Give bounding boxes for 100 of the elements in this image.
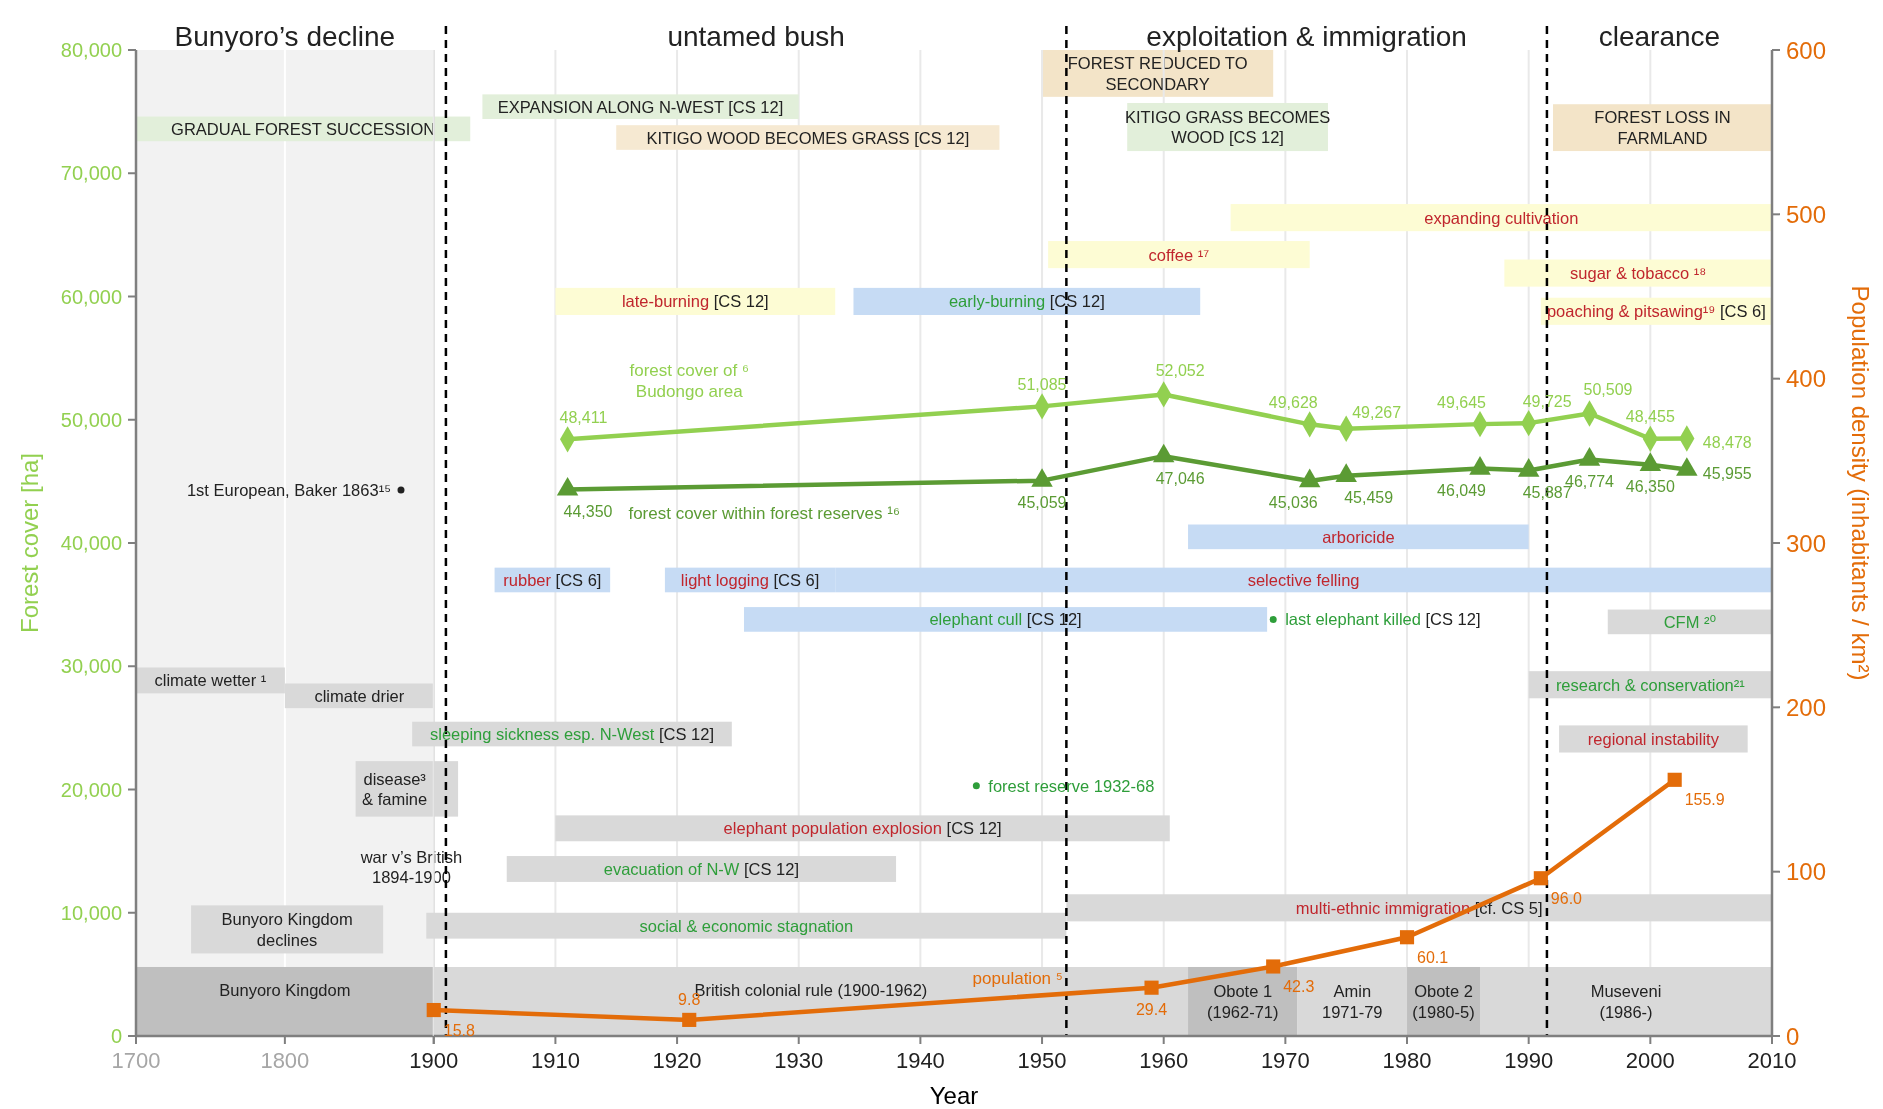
data-label: 46,049 [1437,481,1487,499]
point [1469,456,1491,475]
annotation: elephant population explosion [CS 12] [723,819,1002,838]
annotation: late-burning [CS 12] [621,292,769,311]
y2-tick-label: 400 [1786,365,1827,393]
data-label: 49,645 [1437,393,1487,411]
y2-tick-label: 600 [1786,36,1827,64]
point [1639,452,1662,471]
y-tick-label: 20,000 [60,778,122,801]
point [426,1002,441,1018]
annotation: light logging [CS 6] [680,570,820,589]
data-label: 29.4 [1135,1001,1168,1019]
annotation: forest reserve 1932-68 [988,776,1155,795]
y-tick-label: 80,000 [60,39,122,61]
annotation: regional instability [1587,729,1720,748]
data-label: 45,059 [1017,494,1067,512]
y2-tick-label: 0 [1786,1022,1800,1050]
annotation: exploitation & immigration [1146,20,1467,52]
point [1578,447,1601,466]
annotation: climate wetter ¹ [154,671,267,690]
point [1144,980,1159,995]
band-label: Bunyoro Kingdom declines [221,910,353,949]
data-label: 48,478 [1702,434,1752,452]
point [1152,443,1175,463]
annotation: war v’s British 1894-1900 [359,847,463,887]
x-tick-label: 1800 [260,1048,310,1073]
annotation: social & economic stagnation [639,916,854,935]
data-label: 155.9 [1684,791,1725,809]
annotation: Bunyoro’s decline [174,20,396,52]
annotation: GRADUAL FOREST SUCCESSION [171,119,436,138]
data-label: 44,350 [563,502,613,520]
data-label: 49,267 [1352,404,1402,422]
annotation: CFM ²⁰ [1663,612,1717,631]
band-label: FOREST LOSS IN FARMLAND [1594,108,1731,147]
x-tick-label: 1980 [1382,1048,1432,1073]
data-label: 48,411 [559,408,608,426]
band-label: Obote 1 (1962-71) [1207,982,1279,1021]
y2-tick-label: 200 [1786,693,1827,721]
annotation: sugar & tobacco ¹⁸ [1570,264,1707,283]
annotation: arboricide [1322,527,1395,546]
data-label: 45,955 [1702,465,1752,483]
y-tick-label: 30,000 [60,655,122,678]
data-label: 46,350 [1625,478,1675,496]
point [1676,457,1698,476]
annotation: selective felling [1247,570,1360,589]
point [1533,871,1548,886]
y-tick-label: 0 [110,1025,122,1047]
point [682,1012,697,1027]
series-label: forest cover within forest reserves ¹⁶ [628,503,900,523]
y2-tick-label: 100 [1786,858,1827,886]
x-tick-label: 1700 [111,1048,161,1073]
annotation: clearance [1598,20,1721,52]
data-label: 49,725 [1522,392,1572,410]
annotation: evacuation of N-W [CS 12] [603,860,800,878]
point [1399,930,1415,945]
y-tick-label: 50,000 [60,408,122,431]
x-tick-label: 1940 [895,1048,945,1073]
x-tick-label: 1920 [652,1048,702,1073]
y2-tick-label: 500 [1786,200,1827,228]
x-tick-label: 1970 [1260,1048,1310,1073]
annotation: elephant cull [CS 12] [929,610,1082,629]
annotation: expanding cultivation [1424,208,1579,227]
data-label: 48,455 [1625,408,1675,426]
point [1667,772,1682,787]
data-label: 45,036 [1268,494,1318,512]
point [1298,468,1321,488]
annotation: 1st European, Baker 1863¹⁵ [186,481,391,499]
series-label: forest cover of ⁶ Budongo area [629,360,749,401]
annotation: KITIGO WOOD BECOMES GRASS [CS 12] [646,128,970,147]
x-tick-label: 1960 [1139,1048,1189,1073]
data-label: 51,085 [1017,375,1067,393]
annotation: early-burning [CS 12] [948,292,1105,311]
x-tick-label: 2000 [1625,1048,1675,1073]
annotation: climate drier [314,686,405,705]
y-tick-label: 70,000 [60,162,122,185]
point [1335,463,1357,482]
point [1031,468,1053,487]
x-tick-label: 1930 [774,1048,824,1073]
data-label: 49,628 [1268,393,1318,411]
band-label: Obote 2 (1980-5) [1412,982,1475,1021]
band-label: disease³ & famine [362,769,428,809]
y-tick-label: 10,000 [60,901,122,924]
band-label: Bunyoro Kingdom [219,981,351,1000]
x-tick-label: 1910 [530,1048,580,1073]
band-label: KITIGO GRASS BECOMES WOOD [CS 12] [1124,107,1331,147]
annotation: rubber [CS 6] [503,570,602,589]
band-label: Amin 1971-79 [1322,982,1383,1021]
y-tick-label: 60,000 [60,285,122,308]
point [1517,458,1540,477]
data-label: 96.0 [1550,889,1583,907]
data-label: 15.8 [443,1021,475,1039]
data-label: 50,509 [1583,380,1633,398]
data-label: 60.1 [1417,948,1449,966]
annotation: untamed bush [667,20,845,52]
data-label: 42.3 [1283,977,1315,995]
annotation: poaching & pitsawing¹⁹ [CS 6] [1546,302,1766,321]
annotation: sleeping sickness esp. N-West [CS 12] [429,725,714,744]
annotation: coffee ¹⁷ [1148,245,1210,264]
x-tick-label: 1950 [1017,1048,1067,1073]
annotation: EXPANSION ALONG N-WEST [CS 12] [497,97,784,116]
